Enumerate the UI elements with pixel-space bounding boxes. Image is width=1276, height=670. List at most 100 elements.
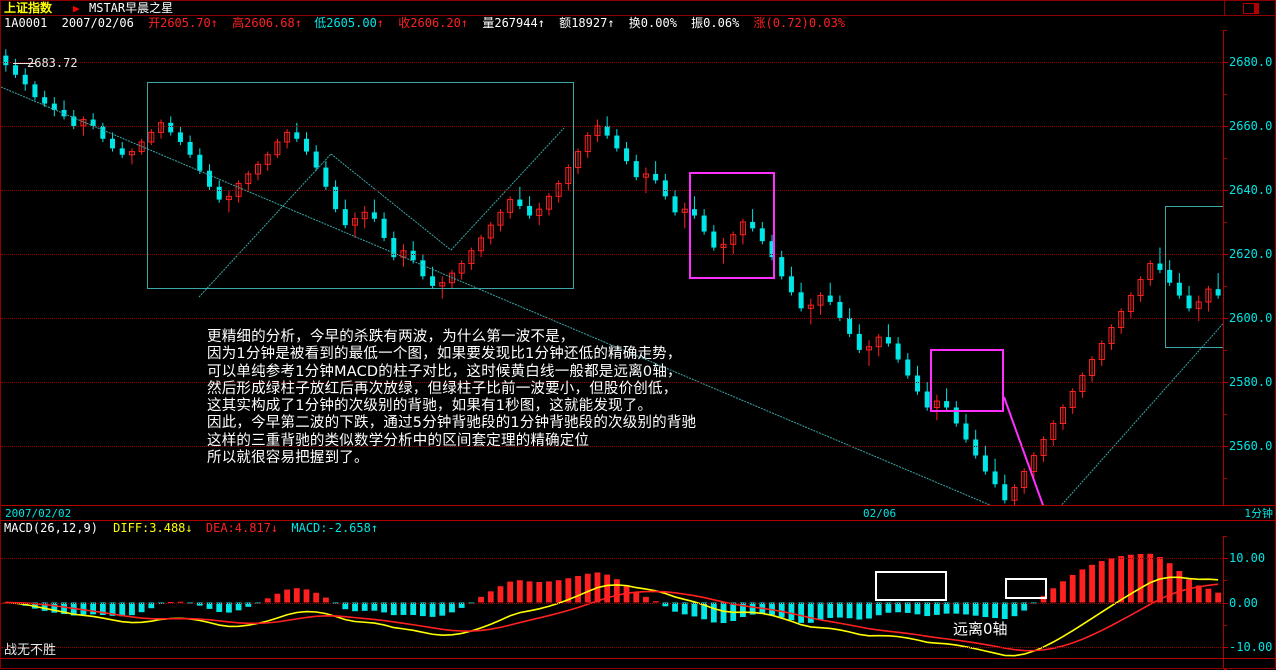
high-price-tag: 2683.72 (27, 56, 78, 70)
macd-axis-tick: 10.00 (1229, 551, 1266, 566)
macd-gridline (1, 602, 1223, 604)
annotation-box-white-left (875, 571, 947, 601)
commentary-line: 这其实构成了1分钟的次级别的背驰，如果有1秒图，这就能发现了。 (207, 398, 653, 415)
price-axis-minor-tick (1224, 157, 1227, 159)
macd-histogram-chart (2, 553, 1222, 657)
close-label: 收 (398, 16, 411, 30)
price-axis-minor-tick (1224, 30, 1227, 31)
price-axis-minor-tick (1224, 381, 1227, 383)
period-label[interactable]: 1分钟 (1244, 507, 1273, 520)
price-axis-tick: 2600.0 (1229, 310, 1273, 325)
price-axis-tick: 2640.0 (1229, 182, 1273, 197)
price-axis-tick: 2680.0 (1229, 54, 1273, 69)
price-gridline (1, 125, 1223, 127)
turnover-label: 换 (628, 16, 641, 30)
open-label: 开 (148, 16, 161, 30)
annotation-box-teal-left (147, 82, 574, 289)
price-gridline (1, 381, 1223, 383)
annotation-box-magenta-lower (930, 349, 1004, 412)
macd-macd-label: MACD: (291, 521, 328, 535)
bottom-separator (1, 658, 1276, 659)
turnover-value: 0.00% (640, 16, 677, 30)
restore-window-icon[interactable] (1224, 1, 1276, 15)
close-arrow-icon: ↑ (460, 16, 469, 30)
price-axis-tick: 2660.0 (1229, 118, 1273, 133)
macd-axis-tick: -10.00 (1229, 639, 1273, 654)
price-axis-minor-tick (1224, 189, 1227, 191)
high-value: 2606.68 (244, 16, 295, 30)
commentary-line: 因为1分钟是被看到的最低一个图，如果要发现比1分钟还低的精确走势， (207, 346, 682, 363)
commentary-line: 因此，今早第二波的下跌，通过5分钟背驰段的1分钟背驰段的次级别的背驰 (207, 415, 697, 432)
macd-axis-minor-tick (1224, 624, 1227, 626)
low-label: 低 (314, 16, 327, 30)
price-axis-tick: 2580.0 (1229, 374, 1273, 389)
macd-dea-arrow-icon: ↓ (270, 521, 279, 535)
macd-axis-minor-tick (1224, 646, 1227, 648)
watermark-label: 战无不胜 (4, 643, 57, 658)
commentary-text-overlay: 更精细的分析，今早的杀跌有两波，为什么第一波不是， 因为1分钟是被看到的最低一个… (207, 329, 907, 467)
indicator-name-label[interactable]: MSTAR早晨之星 (89, 1, 174, 15)
quote-date: 2007/02/06 (61, 16, 134, 30)
macd-dea-value: 4.817 (234, 521, 271, 535)
macd-zero-axis-label: 远离0轴 (953, 620, 1008, 638)
open-arrow-icon: ↑ (210, 16, 218, 30)
macd-chart-pane[interactable]: 远离0轴 (1, 536, 1223, 669)
macd-axis-minor-tick (1224, 602, 1227, 604)
price-chart-pane[interactable]: 2683.72 2541.52 (1, 30, 1223, 505)
low-arrow-icon: ↑ (376, 16, 385, 30)
price-axis-minor-tick (1224, 413, 1227, 415)
volume-arrow-icon: ↑ (537, 16, 545, 30)
title-bar: 上证指数 ▶ MSTAR早晨之星 (1, 1, 1276, 16)
commentary-line: 可以单纯参考1分钟MACD的柱子对比，这时候黄白线一般都是远离0轴， (207, 363, 682, 380)
macd-diff-arrow-icon: ↓ (185, 521, 193, 535)
macd-axis-minor-tick (1224, 536, 1227, 537)
macd-name-label[interactable]: MACD(26,12,9) (4, 521, 98, 535)
price-gridline (1, 189, 1223, 191)
candlestick-chart (1, 49, 1223, 505)
open-value: 2605.70 (160, 16, 211, 30)
play-arrow-icon: ▶ (73, 2, 80, 15)
low-value: 2605.00 (326, 16, 377, 30)
date-axis-middle: 02/06 (863, 507, 897, 520)
price-gridline (1, 61, 1223, 63)
price-axis-minor-tick (1224, 285, 1227, 287)
annotation-box-magenta-upper (689, 172, 775, 279)
macd-dea-label: DEA: (205, 521, 235, 535)
price-axis-minor-tick (1224, 93, 1227, 95)
annotation-box-teal-right (1165, 206, 1223, 348)
volume-value: 267944 (494, 16, 538, 30)
amplitude-label: 振 (691, 16, 704, 30)
price-axis-minor-tick (1224, 221, 1227, 223)
amplitude-value: 0.06% (703, 16, 740, 30)
price-axis-minor-tick (1224, 445, 1227, 447)
price-axis: 2680.0 2660.0 2640.0 2620.0 2600.0 2580.0 2560… (1223, 30, 1276, 505)
close-value: 2606.20 (410, 16, 461, 30)
macd-macd-arrow-icon: ↑ (370, 521, 379, 535)
macd-macd-value: -2.658 (327, 521, 371, 535)
macd-gridline (1, 558, 1223, 560)
high-label: 高 (232, 16, 245, 30)
date-axis-start: 2007/02/02 (5, 507, 72, 520)
date-axis: 2007/02/02 02/06 1分钟 (1, 505, 1276, 521)
price-axis-minor-tick (1224, 253, 1227, 255)
change-label: 涨 (753, 16, 766, 30)
macd-axis: 10.00 0.00 -10.00 (1223, 536, 1276, 670)
macd-axis-minor-tick (1224, 580, 1227, 582)
amount-value: 18927 (571, 16, 608, 30)
commentary-line: 这样的三重背驰的类似数学分析中的区间套定理的精确定位 (207, 432, 590, 449)
price-axis-minor-tick (1224, 477, 1227, 479)
macd-diff-value: 3.488 (149, 521, 186, 535)
security-name-label[interactable]: 上证指数 (4, 1, 53, 15)
macd-indicator-header: MACD(26,12,9) DIFF:3.488↓ DEA:4.817↓ MAC… (1, 521, 1276, 536)
price-axis-tick: 2560.0 (1229, 438, 1273, 453)
price-axis-minor-tick (1224, 61, 1227, 63)
amount-arrow-icon: ↑ (607, 16, 615, 30)
security-code: 1A0001 (4, 16, 48, 30)
commentary-line: 更精细的分析，今早的杀跌有两波，为什么第一波不是， (207, 329, 575, 345)
price-axis-minor-tick (1224, 317, 1227, 319)
quote-summary-bar: 1A0001 2007/02/06 开2605.70↑ 高2606.68↑ 低2… (1, 16, 1276, 30)
macd-axis-tick: 0.00 (1229, 595, 1258, 610)
price-gridline (1, 445, 1223, 447)
commentary-line: 然后形成绿柱子放红后再次放绿，但绿柱子比前一波要小，但股价创低， (207, 380, 678, 397)
